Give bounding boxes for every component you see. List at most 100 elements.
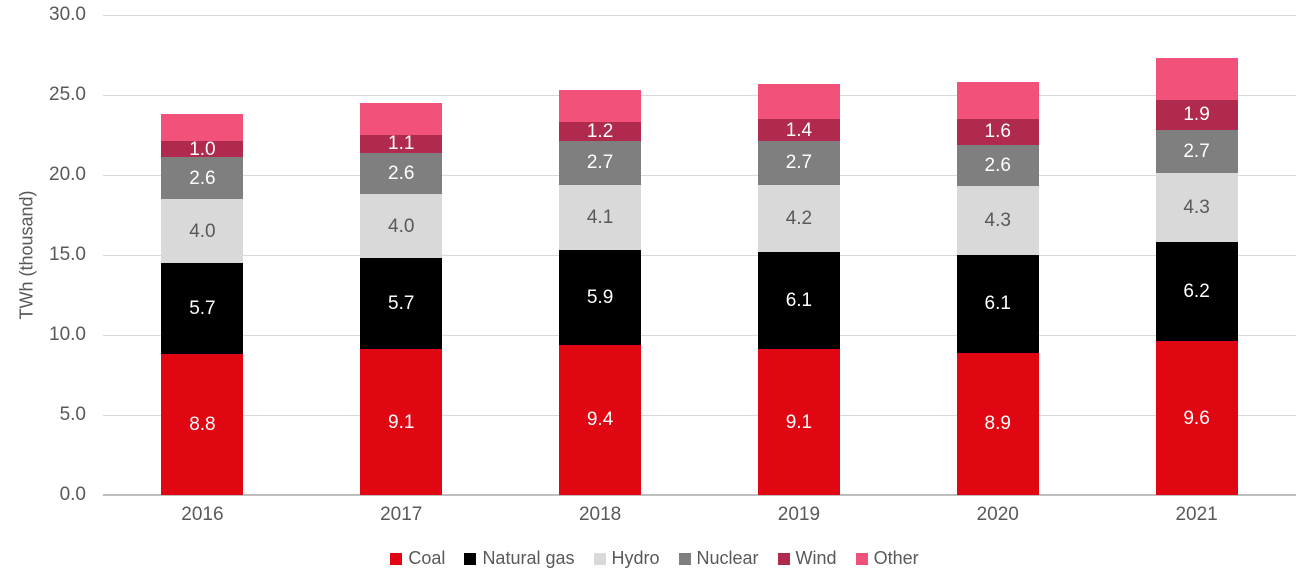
gridline <box>103 254 1296 256</box>
legend-item-natural-gas: Natural gas <box>464 548 575 569</box>
data-label: 1.0 <box>189 138 216 160</box>
bar-segment-nuclear-2017: 2.6 <box>360 152 443 195</box>
gridline <box>103 14 1296 16</box>
bar-segment-natural-gas-2021: 6.2 <box>1155 242 1238 342</box>
bar-segment-wind-2019: 1.4 <box>757 119 840 142</box>
data-label: 8.8 <box>189 414 216 436</box>
x-tick-label-2019: 2019 <box>777 504 821 525</box>
bar-segment-natural-gas-2019: 6.1 <box>757 251 840 350</box>
bar-segment-hydro-2017: 4.0 <box>360 194 443 259</box>
gridline <box>103 94 1296 96</box>
x-tick-label-2021: 2021 <box>1175 504 1218 525</box>
bar-segment-hydro-2018: 4.1 <box>559 184 642 251</box>
bar-segment-coal-2021: 9.6 <box>1155 341 1238 495</box>
data-label: 4.0 <box>189 220 216 242</box>
data-label: 2.6 <box>984 154 1011 176</box>
bar-segment-nuclear-2016: 2.6 <box>161 157 244 199</box>
y-tick-label: 25.0 <box>49 84 86 105</box>
data-label: 4.3 <box>984 210 1011 232</box>
legend-label: Other <box>873 548 919 568</box>
bar-segment-wind-2020: 1.6 <box>956 119 1039 145</box>
bar-segment-coal-2019: 9.1 <box>757 349 840 495</box>
legend-swatch-other <box>855 552 868 565</box>
data-label: 5.9 <box>586 286 614 308</box>
data-label: 9.4 <box>586 409 614 431</box>
legend-item-coal: Coal <box>390 548 445 569</box>
bar-segment-wind-2016: 1.0 <box>161 138 244 160</box>
bar-segment-nuclear-2018: 2.7 <box>559 141 642 185</box>
data-label: 6.1 <box>984 293 1011 315</box>
bar-segment-hydro-2021: 4.3 <box>1155 173 1238 243</box>
bar-segment-natural-gas-2016: 5.7 <box>161 263 244 355</box>
bar-segment-other-2020 <box>956 82 1039 119</box>
gridline <box>103 174 1296 176</box>
gridline <box>103 334 1296 336</box>
bar-segment-hydro-2020: 4.3 <box>956 186 1039 255</box>
bar-segment-natural-gas-2017: 5.7 <box>360 258 443 350</box>
y-tick-label: 30.0 <box>49 4 86 25</box>
bar-segment-other-2018 <box>559 90 642 123</box>
bar-segment-coal-2016: 8.8 <box>161 354 244 495</box>
legend-swatch-natural-gas <box>464 552 477 565</box>
bar-segment-coal-2020: 8.9 <box>956 352 1039 495</box>
bar-segment-hydro-2019: 4.2 <box>757 184 840 252</box>
data-label: 1.4 <box>785 119 813 141</box>
bar-segment-nuclear-2021: 2.7 <box>1155 130 1238 174</box>
legend-item-hydro: Hydro <box>593 548 660 569</box>
legend-swatch-nuclear <box>678 552 691 565</box>
data-label: 4.3 <box>1183 197 1210 219</box>
y-tick-label: 5.0 <box>59 404 86 425</box>
y-tick-label: 10.0 <box>49 324 86 345</box>
legend-item-nuclear: Nuclear <box>678 548 759 569</box>
data-label: 1.2 <box>586 121 614 143</box>
bar-segment-nuclear-2020: 2.6 <box>956 144 1039 187</box>
data-label: 6.1 <box>785 290 813 312</box>
bar-segment-nuclear-2019: 2.7 <box>757 141 840 185</box>
data-label: 9.1 <box>785 411 813 433</box>
bar-segment-other-2016 <box>161 114 244 142</box>
legend-label: Natural gas <box>482 548 575 568</box>
bar-segment-other-2017 <box>360 103 443 135</box>
data-label: 9.1 <box>388 411 415 433</box>
data-label: 2.7 <box>1183 141 1210 163</box>
data-label: 8.9 <box>984 413 1011 435</box>
bar-segment-other-2019 <box>757 83 840 119</box>
data-label: 2.6 <box>388 162 415 184</box>
data-label: 4.1 <box>586 206 614 228</box>
bar-segment-hydro-2016: 4.0 <box>161 199 244 263</box>
bar-segment-wind-2017: 1.1 <box>360 133 443 155</box>
legend-label: Coal <box>408 548 446 568</box>
legend-swatch-wind <box>777 552 790 565</box>
data-label: 4.0 <box>388 215 415 237</box>
data-label: 2.7 <box>586 152 614 174</box>
bar-segment-wind-2021: 1.9 <box>1155 99 1238 131</box>
data-label: 1.9 <box>1183 104 1210 126</box>
data-label: 6.2 <box>1183 281 1210 303</box>
bar-segment-natural-gas-2018: 5.9 <box>559 250 642 345</box>
legend-item-other: Other <box>855 548 919 569</box>
x-tick-label-2016: 2016 <box>181 504 224 525</box>
gridline <box>103 414 1296 416</box>
legend-swatch-hydro <box>593 552 606 565</box>
y-tick-label: 20.0 <box>49 164 86 185</box>
data-label: 5.7 <box>388 293 415 315</box>
legend-label: Hydro <box>611 548 660 568</box>
data-label: 5.7 <box>189 298 216 320</box>
legend-label: Wind <box>795 548 837 568</box>
data-label: 1.1 <box>388 133 415 155</box>
data-label: 4.2 <box>785 207 813 229</box>
legend-label: Nuclear <box>696 548 759 568</box>
legend-swatch-coal <box>390 552 403 565</box>
data-label: 2.7 <box>785 152 813 174</box>
bar-segment-coal-2018: 9.4 <box>559 344 642 495</box>
y-tick-label: 15.0 <box>49 244 86 265</box>
bar-segment-wind-2018: 1.2 <box>559 121 642 143</box>
data-label: 2.6 <box>189 167 216 189</box>
bar-segment-natural-gas-2020: 6.1 <box>956 255 1039 353</box>
legend: Coal Natural gas Hydro Nuclear Wind Other <box>0 548 1309 569</box>
y-tick-label: 0.0 <box>59 484 86 505</box>
x-tick-label-2017: 2017 <box>380 504 423 525</box>
data-label: 9.6 <box>1183 407 1210 429</box>
x-tick-label-2020: 2020 <box>976 504 1019 525</box>
